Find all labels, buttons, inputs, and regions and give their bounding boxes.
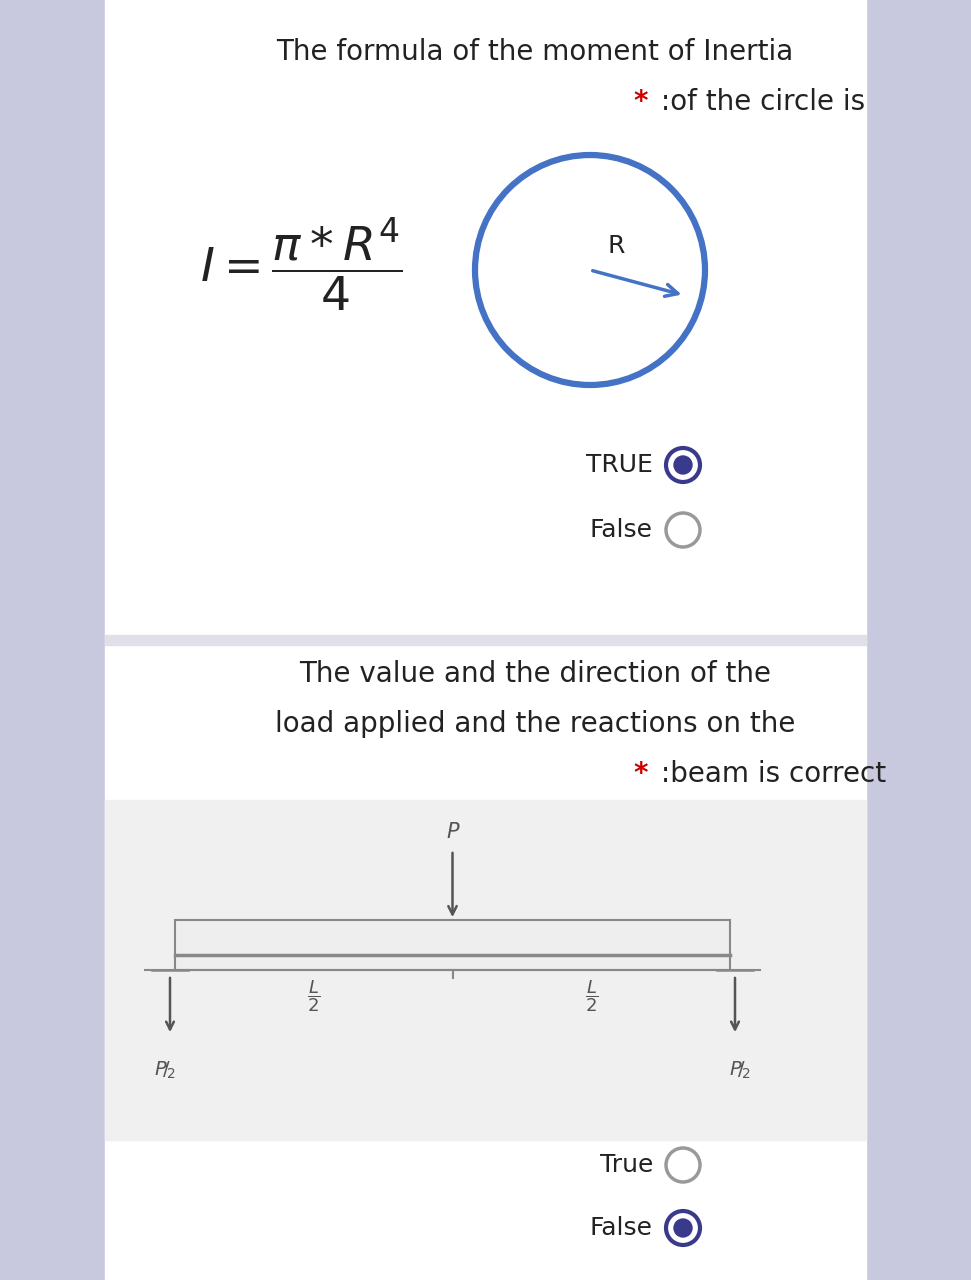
Bar — [105, 0, 866, 1280]
Bar — [175, 920, 730, 970]
Text: $I = \dfrac{\pi * R^4}{4}$: $I = \dfrac{\pi * R^4}{4}$ — [200, 216, 403, 314]
Text: $\mathit{P}\!/\!_2$: $\mathit{P}\!/\!_2$ — [154, 1060, 176, 1082]
Text: $\dfrac{L}{2}$: $\dfrac{L}{2}$ — [307, 978, 320, 1014]
Bar — [866, 0, 971, 1280]
Text: *: * — [633, 760, 648, 788]
Text: $\mathit{P}\!/\!_2$: $\mathit{P}\!/\!_2$ — [729, 1060, 751, 1082]
Text: :beam is correct: :beam is correct — [652, 760, 887, 788]
Bar — [105, 635, 866, 645]
Circle shape — [674, 456, 692, 474]
Text: load applied and the reactions on the: load applied and the reactions on the — [275, 710, 795, 739]
Text: False: False — [590, 518, 653, 541]
Text: True: True — [600, 1153, 653, 1178]
Text: The formula of the moment of Inertia: The formula of the moment of Inertia — [277, 38, 793, 67]
Bar — [0, 0, 105, 1280]
Bar — [105, 800, 866, 1140]
Text: $\dfrac{L}{2}$: $\dfrac{L}{2}$ — [585, 978, 598, 1014]
Text: *: * — [633, 88, 648, 116]
Circle shape — [674, 1219, 692, 1236]
Text: R: R — [608, 234, 625, 259]
Text: TRUE: TRUE — [586, 453, 653, 477]
Text: P: P — [447, 822, 459, 842]
Text: False: False — [590, 1216, 653, 1240]
Text: The value and the direction of the: The value and the direction of the — [299, 660, 771, 689]
Text: :of the circle is: :of the circle is — [652, 88, 865, 116]
